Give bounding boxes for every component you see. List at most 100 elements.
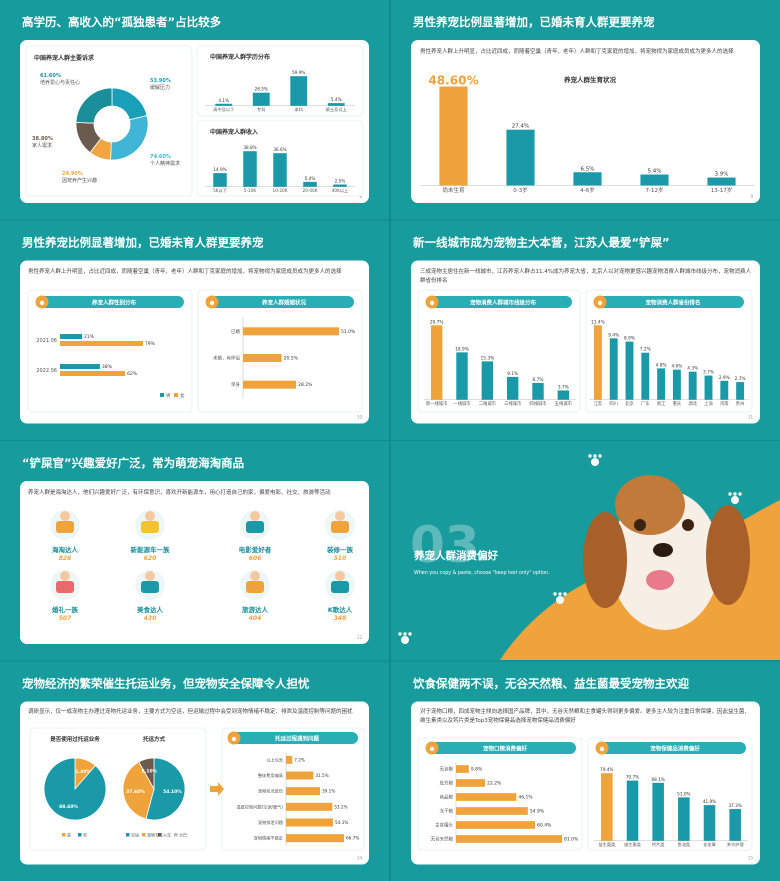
icon-body (331, 521, 349, 533)
category-label: 四线城市 (529, 400, 547, 407)
value-label: 22.2% (487, 781, 502, 787)
category-label: 5K以下 (213, 188, 227, 194)
paw-toe (593, 454, 597, 458)
value-label: 6.5% (581, 166, 595, 172)
category-label: 一线城市 (453, 400, 471, 407)
legend-label: 是 (67, 832, 71, 838)
legend-label: 宠物专车 (147, 832, 163, 838)
category-label: 宠物排泄问题 (258, 819, 284, 826)
category-label: 高中及以下 (213, 106, 234, 113)
legend-label: 火车 (163, 832, 171, 838)
bar (215, 103, 233, 106)
slide-panel (20, 481, 369, 644)
legend-swatch (142, 833, 146, 837)
bar (601, 773, 613, 841)
category-label: 温度控制问题(空调/暖气) (236, 803, 283, 810)
value-label: 9.8% (471, 767, 483, 773)
legend-swatch (174, 393, 178, 397)
bar (60, 364, 100, 369)
value-label: 3.7% (703, 370, 714, 376)
value-label: 62% (127, 371, 138, 377)
value-label: 53.90% (150, 78, 171, 84)
bar (456, 821, 536, 829)
bar (273, 153, 287, 187)
paw-toe (403, 632, 407, 636)
bar (641, 352, 650, 400)
card (27, 289, 193, 413)
value-label: 14.9% (213, 167, 226, 172)
category-label: 钙片类 (652, 841, 665, 848)
page-number: 15 (748, 856, 754, 861)
bar (456, 779, 486, 787)
category-label: 13-17岁 (711, 186, 732, 194)
paragraph: 男性养宠人群上升明显，占比近四成，而随着空巢（青年、老年）人群和丁克家庭的增加，… (420, 49, 734, 55)
chart-title: 中国养宠人群主要诉求 (34, 54, 95, 62)
value-label: 5.4% (305, 176, 316, 181)
category-label: 40K以上 (332, 187, 348, 193)
category-label: 处方粮 (440, 780, 454, 787)
paw-dot (597, 300, 603, 306)
chart-title: 中国养宠人群收入 (210, 128, 258, 136)
category-label: 培养爱心与责任心 (40, 79, 80, 86)
category-label: 以上均无 (266, 756, 283, 763)
category-label: 湖北 (688, 400, 697, 407)
bar (456, 352, 468, 400)
bar (286, 787, 320, 796)
category-label: 商品粮 (440, 794, 454, 801)
bar (60, 371, 126, 376)
category-label: 新一线城市 (426, 400, 448, 407)
bar (60, 334, 83, 339)
paragraph-box: 养宠人群是海淘达人，他们兴趣爱好广泛，有环保意识，喜欢开新能源车，用心打造自己的… (28, 490, 331, 496)
value-label: 79.4% (600, 767, 613, 772)
value-label: 41.9% (703, 799, 716, 804)
category-label: 10-20K (273, 188, 288, 193)
icon-body (56, 581, 74, 593)
category-label: 北京 (625, 400, 634, 407)
category-label: 家人需求 (32, 142, 52, 149)
slide-title: 宠物经济的繁荣催生托运业务，但宠物安全保障令人担忧 (22, 677, 310, 691)
chart-title: 养宠人群生育状况 (563, 75, 617, 84)
legend-label: 否 (83, 833, 87, 838)
category-label: 江苏 (594, 400, 603, 407)
slice (138, 757, 155, 791)
slice (43, 757, 107, 821)
category-label: 重庆 (673, 400, 682, 407)
bar (286, 818, 334, 827)
paw-dot (231, 736, 237, 742)
value-label: 18.9% (455, 346, 469, 352)
category-label: 主食罐头 (435, 822, 453, 829)
value-label: 68.1% (652, 777, 665, 782)
card (196, 45, 364, 117)
category-label: 河南 (720, 400, 729, 407)
paw-toe (398, 632, 402, 636)
bar (506, 129, 535, 186)
card-title: 宠物口粮消费偏好 (483, 744, 528, 752)
icon-head (60, 571, 70, 581)
legend-swatch (158, 833, 162, 837)
paw-dot (39, 300, 45, 306)
bar (286, 771, 314, 780)
card (25, 45, 193, 197)
paw-toe (728, 492, 732, 496)
item-value: 430 (144, 615, 157, 622)
item-label: 海淘达人 (52, 545, 79, 554)
header-pill (206, 296, 354, 308)
bar (640, 174, 669, 186)
category-label: 已婚 (231, 328, 240, 335)
slide-title: “铲屎官”兴趣爱好广泛，常为萌宠海淘商品 (22, 456, 244, 470)
category-label: 上海 (704, 400, 713, 407)
icon-head (145, 511, 155, 521)
bar (243, 327, 339, 336)
value-label: 54.1% (335, 820, 348, 825)
value-label: 37.60% (126, 789, 145, 795)
bar (327, 103, 345, 106)
slice (122, 761, 155, 820)
bar (333, 184, 347, 187)
category-label: 未婚，有伴侣 (213, 355, 240, 362)
chart-title: 中国养宠人群学历分布 (210, 53, 270, 61)
category-label: 广东 (641, 400, 650, 407)
category-label: 缓解压力 (150, 84, 170, 91)
item-value: 404 (249, 615, 262, 622)
category-label: 本科 (295, 106, 304, 113)
